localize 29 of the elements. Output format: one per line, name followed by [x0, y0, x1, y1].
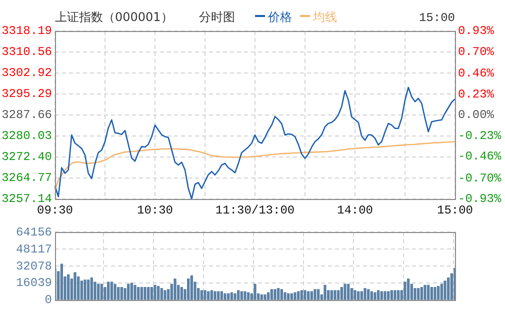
y-tick-label: 3280.03 [2, 129, 52, 144]
y2-tick-label: -0.70% [458, 171, 502, 186]
x-tick-label: 10:30 [136, 203, 174, 218]
y-tick-label: 16039 [16, 276, 52, 290]
y2-tick-label: 0.93% [458, 24, 495, 38]
y-tick-label: 0 [44, 293, 52, 308]
x-tick-label: 11:30/13:00 [215, 203, 295, 218]
y-tick-label: 3302.92 [2, 66, 52, 80]
y2-tick-label: 0.23% [458, 87, 495, 102]
x-tick-label: 14:00 [336, 203, 374, 218]
chart-title: 上证指数（000001） [55, 10, 173, 24]
legend-label: 价格 [267, 10, 292, 24]
y-tick-label: 3287.66 [2, 108, 52, 122]
y-tick-label: 32078 [16, 259, 52, 274]
y-tick-label: 64156 [16, 225, 52, 240]
y-tick-label: 3264.77 [2, 171, 52, 186]
y2-tick-label: 0.70% [458, 44, 495, 59]
legend-label: 均线 [312, 10, 337, 24]
y2-tick-label: -0.46% [458, 150, 502, 164]
y2-tick-label: 0.46% [458, 66, 495, 81]
y-tick-label: 3310.56 [2, 45, 52, 60]
y-tick-label: 3272.40 [2, 150, 52, 164]
y-tick-label: 48117 [16, 242, 52, 256]
chart-subtitle: 分时图 [199, 10, 235, 24]
text: 15:00 [418, 11, 455, 25]
y2-tick-label: -0.23% [458, 128, 502, 143]
y-tick-label: 3318.19 [2, 24, 52, 38]
y2-tick-label: 0.00% [458, 108, 495, 122]
y-tick-label: 3295.29 [2, 87, 52, 102]
